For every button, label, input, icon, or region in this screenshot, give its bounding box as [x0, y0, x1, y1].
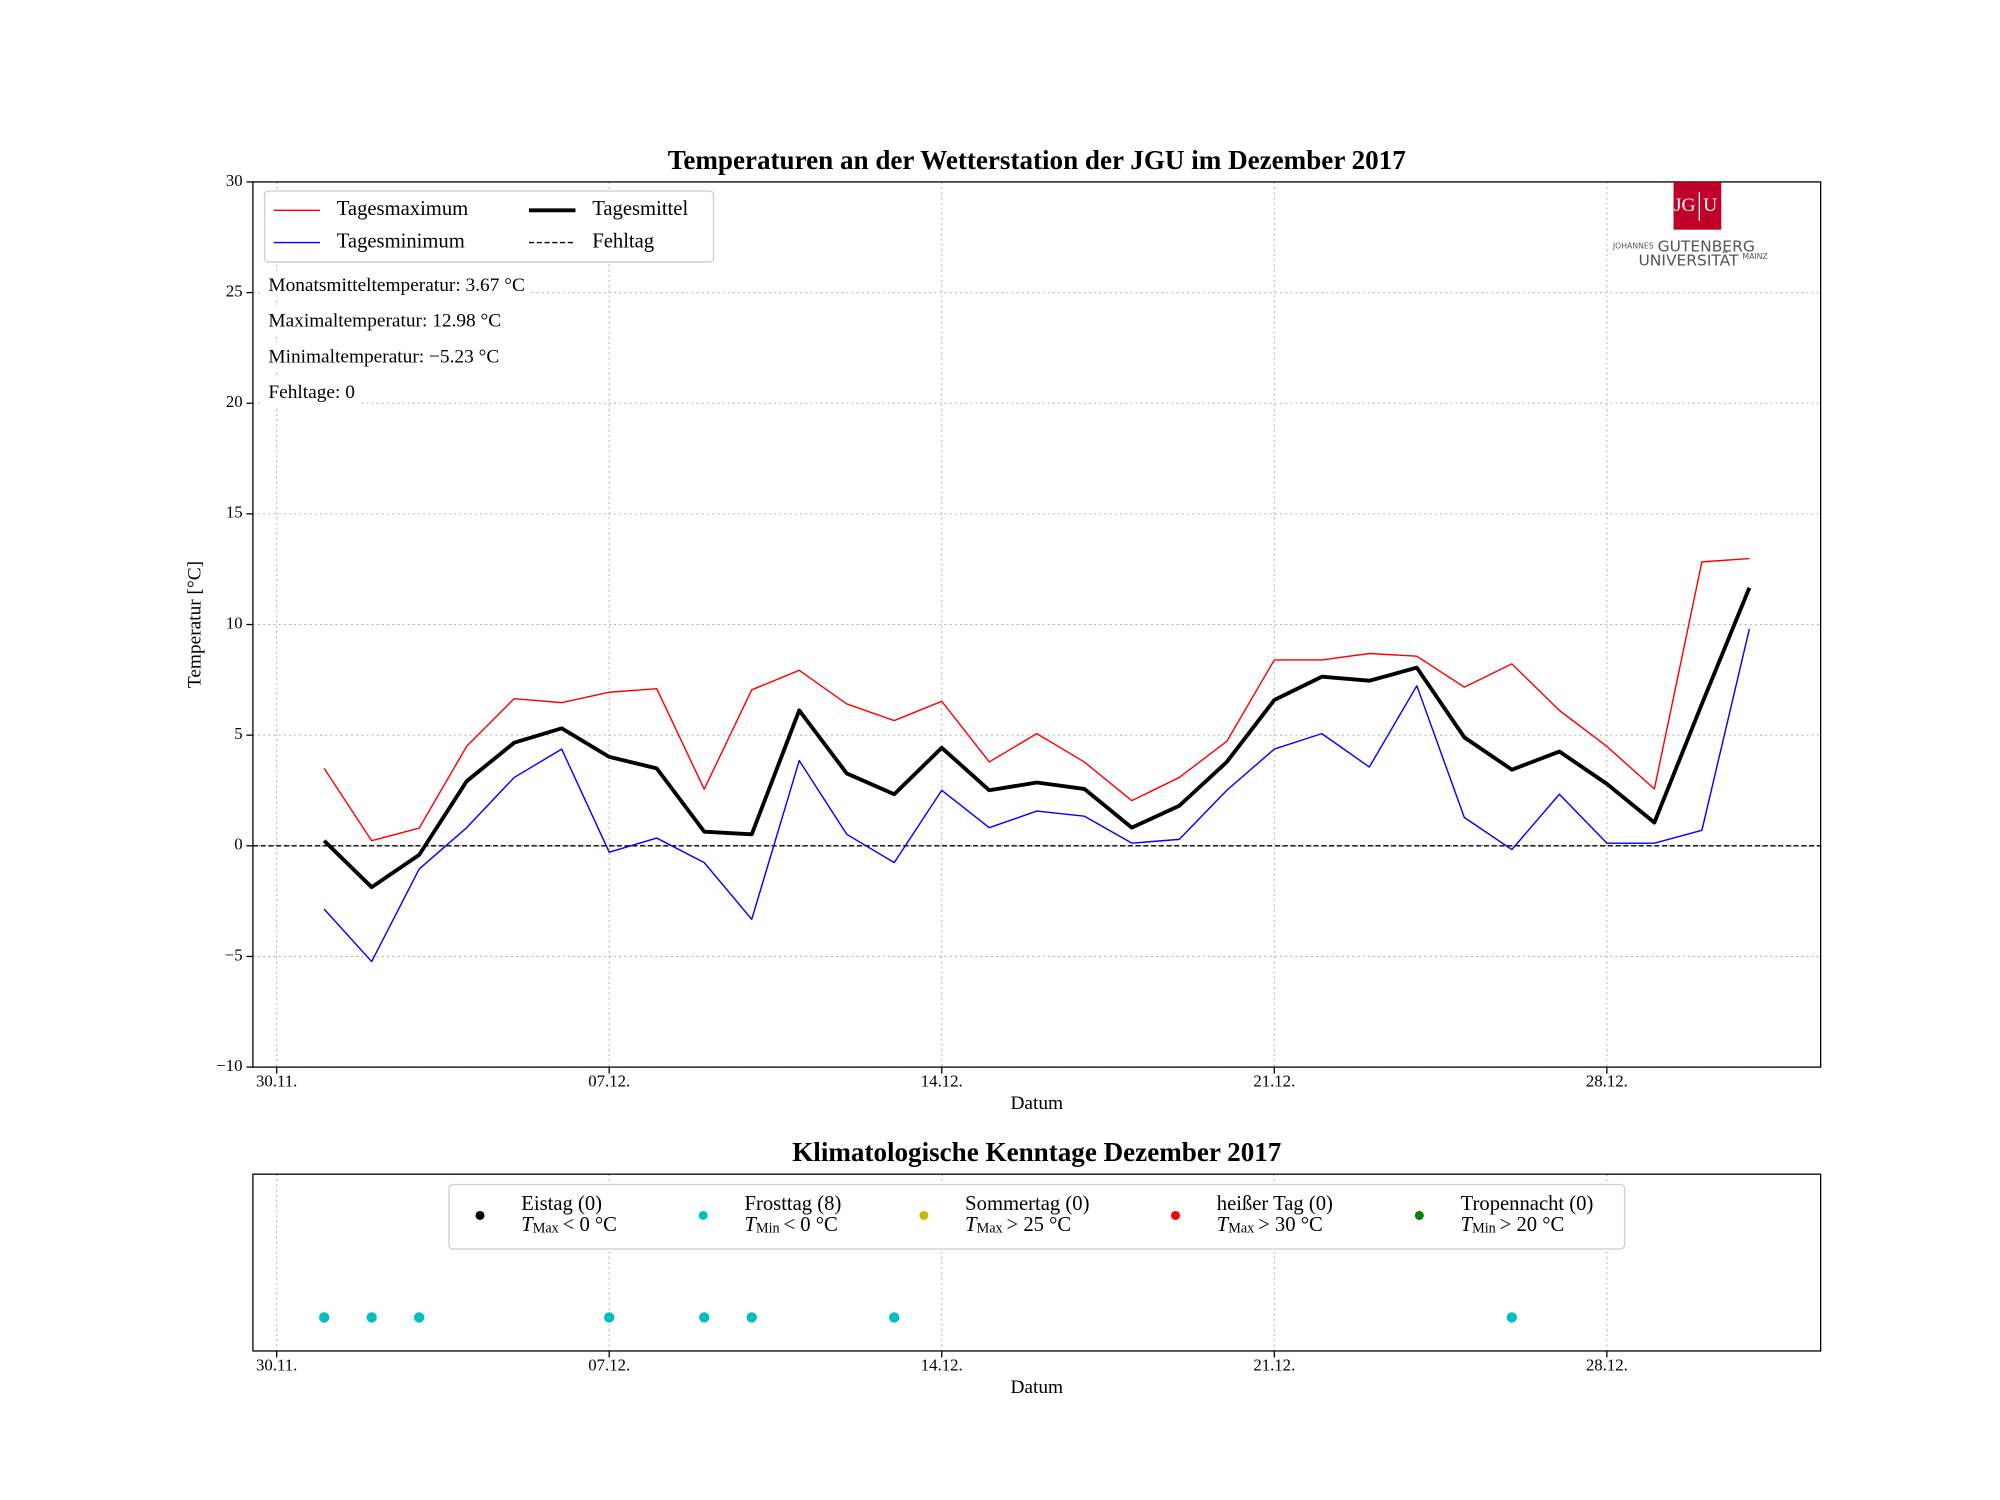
y-tick-label: 5 [234, 724, 242, 743]
legend-marker [698, 1210, 708, 1220]
condition-var: T [1217, 1214, 1230, 1236]
event-dot [319, 1312, 330, 1323]
annotation-bg [263, 378, 361, 407]
logo-small: MAINZ [1742, 252, 1767, 261]
condition-var: T [1461, 1214, 1474, 1236]
y-axis-label: Temperatur [°C] [185, 561, 206, 688]
y-tick-label: 10 [226, 613, 243, 632]
y-tick-label: 0 [234, 835, 242, 854]
data-line [322, 587, 1752, 890]
y-tick-label: −10 [216, 1056, 242, 1075]
y-tick-label: 15 [226, 503, 243, 522]
event-dot [604, 1312, 615, 1323]
legend-label: Fehltag [592, 230, 654, 252]
annotation: Maximaltemperatur: 12.98 °C [268, 311, 501, 332]
legend-label: Sommertag (0) [965, 1193, 1089, 1215]
legend-label: heißer Tag (0) [1217, 1193, 1333, 1215]
condition-rel: < 0 °C [784, 1214, 838, 1236]
logo-line: JOHANNES GUTENBERG [1612, 237, 1755, 255]
condition-rel: < 0 °C [563, 1214, 617, 1236]
legend-label: Frosttag (8) [745, 1193, 842, 1215]
condition-sub: Min [1472, 1221, 1496, 1237]
legend-condition: TMin > 20 °C [1461, 1214, 1565, 1237]
legend-marker [1170, 1210, 1180, 1220]
logo-word: GUTENBERG [1658, 237, 1755, 255]
y-tick-label: −5 [225, 945, 243, 964]
legend-marker [475, 1210, 485, 1220]
x-tick-label: 28.12. [1586, 1071, 1628, 1090]
chart-title: Klimatologische Kenntage Dezember 2017 [792, 1137, 1281, 1167]
event-dot [414, 1312, 425, 1323]
x-axis-label: Datum [1010, 1377, 1063, 1398]
logo-text: U [1703, 195, 1717, 216]
legend-label: Tagesminimum [337, 230, 465, 252]
x-tick-label: 30.11. [256, 1355, 297, 1374]
logo-word: UNIVERSITÄT [1638, 250, 1739, 269]
y-tick-label: 25 [226, 281, 243, 300]
legend-condition: TMax > 25 °C [965, 1214, 1071, 1237]
x-tick-label: 21.12. [1253, 1355, 1295, 1374]
legend-label: Tropennacht (0) [1461, 1193, 1594, 1215]
condition-sub: Max [1228, 1221, 1254, 1237]
annotation-bg [263, 306, 507, 336]
x-tick-label: 28.12. [1586, 1355, 1628, 1374]
event-dot [1506, 1312, 1518, 1323]
legend-box [263, 190, 715, 263]
x-axis-label: Datum [1010, 1093, 1063, 1114]
legend-condition: TMax < 0 °C [521, 1214, 617, 1237]
event-dot [366, 1312, 377, 1323]
condition-sub: Max [533, 1221, 559, 1237]
condition-rel: > 25 °C [1007, 1214, 1072, 1236]
legend-condition: TMin < 0 °C [745, 1214, 838, 1237]
logo-text: JG [1674, 195, 1696, 216]
legend-condition: TMax > 30 °C [1217, 1214, 1323, 1237]
frame [252, 181, 1822, 1068]
x-tick-label: 14.12. [921, 1071, 963, 1090]
event-dot [699, 1312, 710, 1323]
data-line [323, 557, 1750, 842]
condition-var: T [521, 1214, 534, 1236]
event-dot [746, 1312, 757, 1323]
y-tick-label: 30 [226, 171, 243, 190]
legend-marker [1414, 1210, 1424, 1220]
x-tick-label: 07.12. [588, 1355, 630, 1374]
y-tick-label: 20 [226, 392, 243, 411]
logo-line: UNIVERSITÄT MAINZ [1638, 250, 1767, 269]
logo-small: JOHANNES [1612, 241, 1654, 250]
event-dot [889, 1312, 900, 1323]
frame [252, 1173, 1822, 1352]
condition-var: T [965, 1214, 978, 1236]
logo-mark [1673, 181, 1722, 230]
annotation: Minimaltemperatur: −5.23 °C [268, 346, 499, 367]
x-tick-label: 14.12. [921, 1355, 963, 1374]
condition-rel: > 20 °C [1500, 1214, 1565, 1236]
annotation-bg [263, 271, 531, 300]
legend-label: Tagesmittel [592, 198, 688, 220]
annotation-bg [263, 342, 505, 372]
condition-sub: Max [977, 1221, 1003, 1237]
annotation: Fehltage: 0 [268, 382, 355, 403]
chart-title: Temperaturen an der Wetterstation der JG… [668, 145, 1406, 175]
data-line [323, 628, 1751, 963]
legend-label: Eistag (0) [521, 1193, 602, 1215]
legend-label: Tagesmaximum [337, 198, 468, 220]
condition-var: T [745, 1214, 758, 1236]
annotation: Monatsmitteltemperatur: 3.67 °C [268, 275, 524, 296]
x-tick-label: 07.12. [588, 1071, 630, 1090]
x-tick-label: 21.12. [1253, 1071, 1295, 1090]
legend-marker [919, 1210, 929, 1220]
x-tick-label: 30.11. [256, 1071, 297, 1090]
condition-sub: Min [756, 1221, 780, 1237]
legend-box [448, 1183, 1626, 1250]
condition-rel: > 30 °C [1258, 1214, 1323, 1236]
